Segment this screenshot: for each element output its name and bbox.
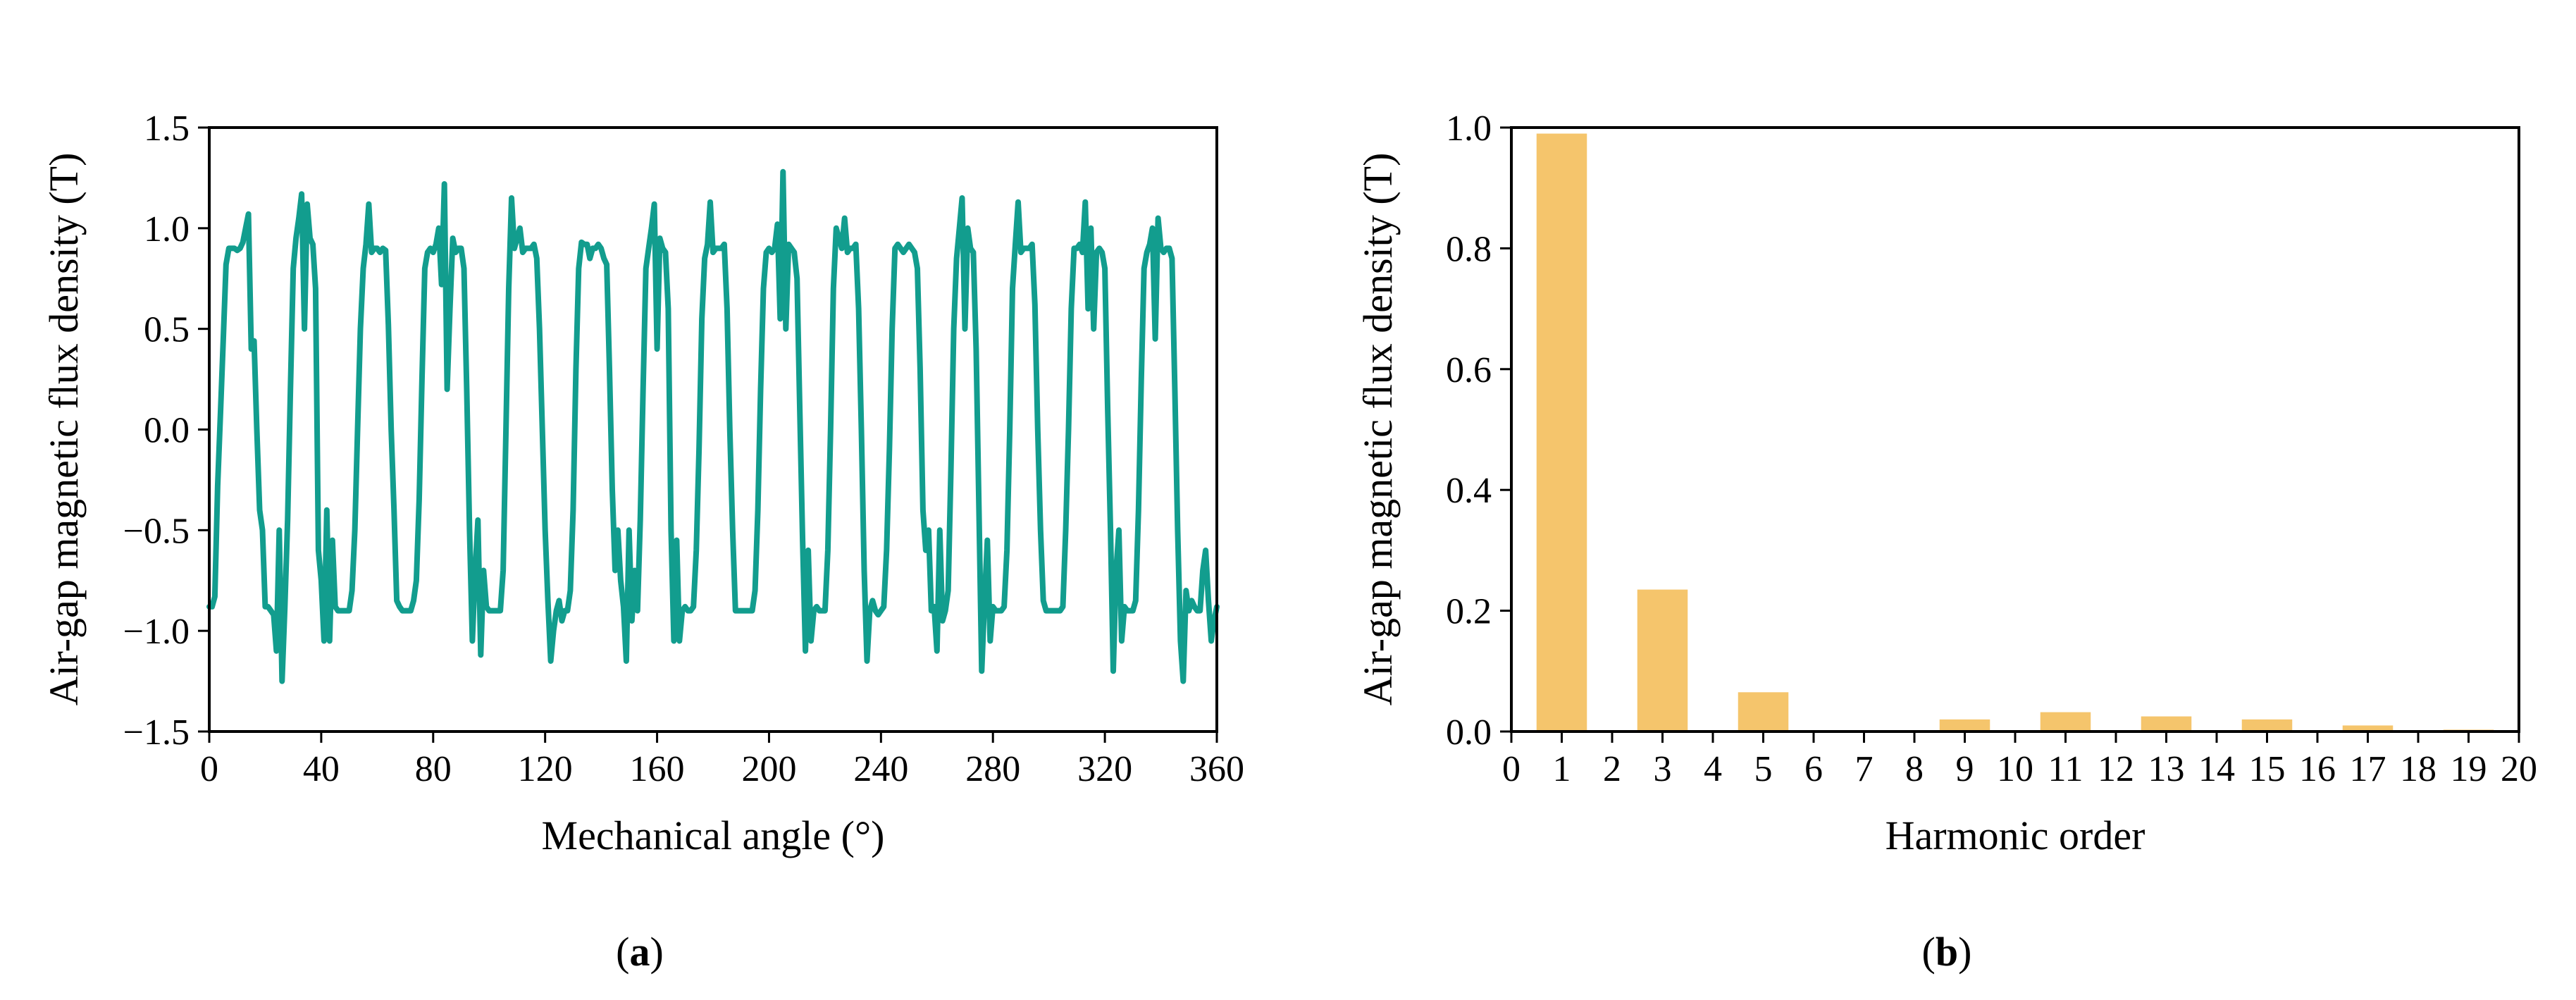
panel-a-x-tick-label: 280: [965, 749, 1020, 789]
panel-a-y-tick-label: 0.0: [144, 411, 190, 451]
panel-b-y-tick-label: 1.0: [1446, 109, 1492, 149]
panel-b-y-tick-label: 0.8: [1446, 229, 1492, 269]
panel-b-x-tick-label: 13: [2148, 749, 2185, 789]
panel-b-x-tick-label: 7: [1855, 749, 1874, 789]
panel-a-y-tick-label: 0.5: [144, 310, 190, 350]
panel-b-x-tick-label: 5: [1754, 749, 1773, 789]
panel-b-y-tick-label: 0.0: [1446, 712, 1492, 753]
panel-a-series-line: [206, 168, 1220, 684]
panel-a-ticks: 0 40 80 120 160 200 240 280 320 360 −1.5 −1.0 −0.5 0.…: [123, 109, 1244, 789]
panel-b-caption: (b): [1922, 929, 1972, 975]
panel-b-y-tick-label: 0.6: [1446, 350, 1492, 390]
panel-b-x-tick-label: 19: [2451, 749, 2487, 789]
panel-b-x-tick-label: 17: [2350, 749, 2386, 789]
panel-a-x-tick-label: 160: [630, 749, 685, 789]
panel-a-caption: (a): [616, 929, 664, 975]
panel-b-bar-harmonic-11: [2040, 712, 2091, 732]
panel-b-bar-harmonic-17: [2342, 725, 2394, 732]
panel-b-x-tick-label: 14: [2198, 749, 2235, 789]
panel-b-bar-harmonic-15: [2241, 719, 2293, 732]
panel-b-bar-chart: 0 1 2 3 4 5 6 7 8 9 10 11 12 13 14 15 16 17 18 19 200.00.20.…: [1355, 109, 2537, 975]
panel-a-line-chart: 0 40 80 120 160 200 240 280 320 360 −1.5 −1.0 −0.5 0.…: [41, 109, 1244, 975]
panel-b-y-axis-label: Air-gap magnetic flux density (T): [1355, 153, 1401, 706]
panel-b-axes-frame: [1510, 126, 2520, 733]
panel-a-x-tick-label: 120: [518, 749, 573, 789]
panel-a-x-tick-label: 360: [1189, 749, 1244, 789]
panel-b-bar-harmonic-1: [1536, 133, 1587, 732]
panel-b-plot-area: [1536, 133, 2494, 732]
panel-b-x-tick-label: 18: [2400, 749, 2436, 789]
panel-a-y-tick-label: −0.5: [123, 511, 190, 551]
panel-a-x-tick-label: 80: [415, 749, 452, 789]
panel-b-x-tick-label: 10: [1997, 749, 2033, 789]
panel-b-x-tick-label: 9: [1956, 749, 1974, 789]
panel-b-x-tick-label: 20: [2501, 749, 2537, 789]
panel-b-x-tick-label: 2: [1603, 749, 1621, 789]
panel-b-x-tick-label: 8: [1905, 749, 1924, 789]
panel-a-plot-area: [206, 168, 1220, 684]
panel-b-x-tick-label: 16: [2299, 749, 2336, 789]
panel-b-x-axis-label: Harmonic order: [1885, 813, 2145, 858]
panel-a-x-tick-label: 320: [1077, 749, 1132, 789]
panel-b-x-tick-label: 6: [1804, 749, 1823, 789]
panel-b-x-tick-label: 4: [1704, 749, 1722, 789]
panel-b-bar-harmonic-5: [1738, 692, 1789, 732]
panel-b-x-tick-label: 0: [1502, 749, 1521, 789]
panel-a-x-tick-label: 0: [200, 749, 218, 789]
panel-a-x-tick-label: 200: [741, 749, 796, 789]
panel-b-y-tick-label: 0.4: [1446, 471, 1492, 511]
panel-b-x-tick-label: 11: [2048, 749, 2083, 789]
panel-b-x-tick-label: 12: [2098, 749, 2134, 789]
panel-b-x-tick-label: 1: [1553, 749, 1571, 789]
panel-b-ticks: 0 1 2 3 4 5 6 7 8 9 10 11 12 13 14 15 16 17 18 19 200.00.20.…: [1446, 109, 2537, 789]
panel-a-x-tick-label: 240: [853, 749, 908, 789]
panel-b-x-tick-label: 15: [2249, 749, 2286, 789]
panel-b-bar-harmonic-3: [1637, 589, 1688, 732]
panel-a-y-tick-label: −1.0: [123, 612, 190, 652]
panel-a-y-tick-label: 1.0: [144, 209, 190, 249]
panel-b-bar-harmonic-13: [2141, 716, 2192, 732]
panel-b-y-tick-label: 0.2: [1446, 592, 1492, 632]
panel-a-y-axis-label: Air-gap magnetic flux density (T): [41, 153, 87, 706]
panel-b-x-tick-label: 3: [1654, 749, 1672, 789]
panel-a-x-axis-label: Mechanical angle (°): [542, 813, 885, 858]
panel-a-y-tick-label: −1.5: [123, 712, 190, 753]
panel-b-bar-harmonic-9: [1939, 719, 1990, 732]
panel-a-axes-frame: [208, 126, 1218, 733]
panel-a-y-tick-label: 1.5: [144, 109, 190, 149]
panel-a-x-tick-label: 40: [303, 749, 340, 789]
